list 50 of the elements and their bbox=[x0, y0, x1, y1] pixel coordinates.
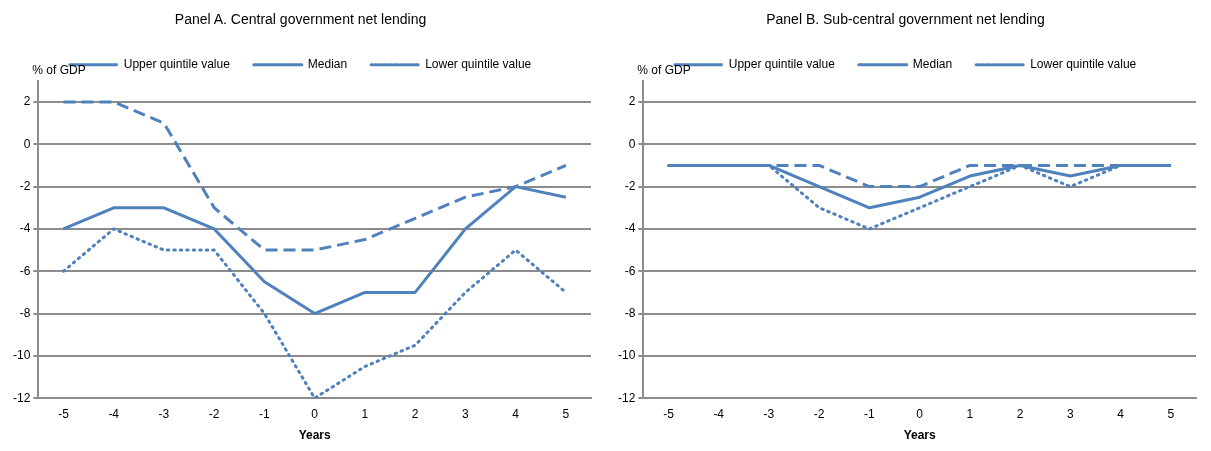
x-tick-label: -4 bbox=[108, 406, 120, 421]
legend-label: Lower quintile value bbox=[1030, 57, 1137, 72]
x-tick-label: -1 bbox=[864, 406, 876, 421]
legend-label: Upper quintile value bbox=[728, 57, 836, 72]
y-tick-label: -6 bbox=[624, 263, 636, 278]
legend-label: Median bbox=[307, 57, 348, 72]
y-tick-label: -8 bbox=[624, 305, 636, 320]
y-tick-label: -6 bbox=[19, 263, 31, 278]
y-tick-label: -12 bbox=[13, 390, 31, 405]
y-tick-label: -2 bbox=[19, 178, 31, 193]
y-axis-title: % of GDP bbox=[32, 63, 86, 78]
x-tick-label: 1 bbox=[966, 406, 974, 421]
x-tick-label: 2 bbox=[411, 406, 419, 421]
x-tick-label: 4 bbox=[1117, 406, 1125, 421]
y-tick-label: -4 bbox=[19, 221, 31, 236]
x-tick-label: -5 bbox=[58, 406, 70, 421]
y-tick-label: -10 bbox=[13, 348, 31, 363]
x-tick-label: 0 bbox=[916, 406, 924, 421]
legend-label: Lower quintile value bbox=[425, 57, 532, 72]
chart-title: Panel A. Central government net lending bbox=[174, 11, 427, 28]
x-tick-label: -2 bbox=[208, 406, 220, 421]
x-tick-label: 5 bbox=[1167, 406, 1175, 421]
legend-label: Median bbox=[912, 57, 953, 72]
x-tick-label: 5 bbox=[562, 406, 570, 421]
x-tick-label: -1 bbox=[259, 406, 271, 421]
y-tick-label: -4 bbox=[624, 221, 636, 236]
x-tick-label: 1 bbox=[361, 406, 369, 421]
x-tick-label: -3 bbox=[763, 406, 775, 421]
x-tick-label: 3 bbox=[462, 406, 470, 421]
y-tick-label: -12 bbox=[618, 390, 636, 405]
y-tick-label: 2 bbox=[628, 94, 636, 109]
y-tick-label: 0 bbox=[23, 136, 31, 151]
x-tick-label: -3 bbox=[158, 406, 170, 421]
y-tick-label: -2 bbox=[624, 178, 636, 193]
x-tick-label: -4 bbox=[713, 406, 725, 421]
x-axis-title: Years bbox=[903, 428, 937, 443]
chart-title: Panel B. Sub-central government net lending bbox=[766, 11, 1045, 28]
x-tick-label: -5 bbox=[663, 406, 675, 421]
x-tick-label: -2 bbox=[813, 406, 825, 421]
x-axis-title: Years bbox=[298, 428, 332, 443]
y-tick-label: -8 bbox=[19, 305, 31, 320]
legend-label: Upper quintile value bbox=[123, 57, 231, 72]
x-tick-label: 4 bbox=[512, 406, 520, 421]
y-tick-label: 2 bbox=[23, 94, 31, 109]
y-tick-label: -10 bbox=[618, 348, 636, 363]
y-tick-label: 0 bbox=[628, 136, 636, 151]
x-tick-label: 0 bbox=[311, 406, 319, 421]
x-tick-label: 2 bbox=[1016, 406, 1024, 421]
x-tick-label: 3 bbox=[1067, 406, 1075, 421]
y-axis-title: % of GDP bbox=[637, 63, 691, 78]
